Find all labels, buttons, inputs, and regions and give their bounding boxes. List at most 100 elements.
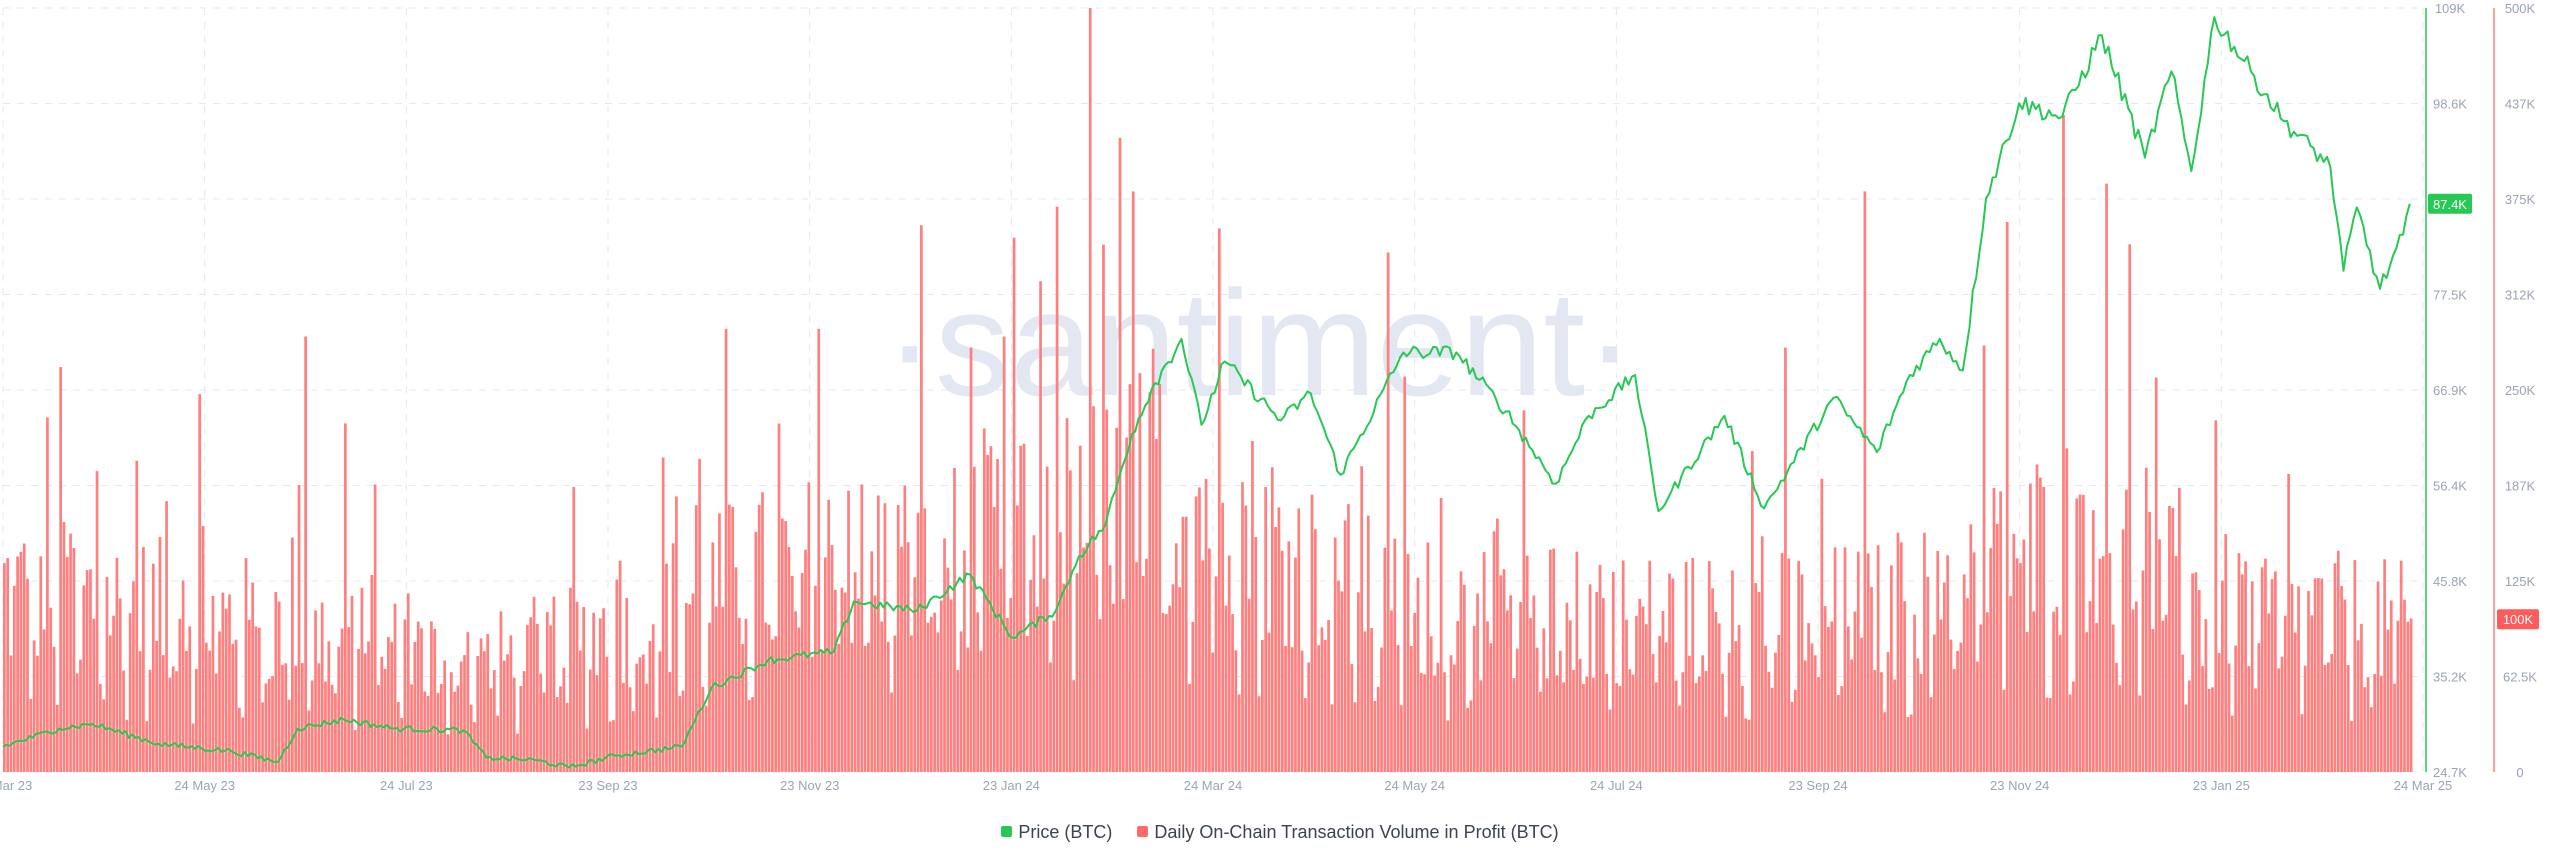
volume-bar <box>1002 336 1006 772</box>
volume-bar <box>59 367 62 772</box>
legend-item-price[interactable]: Price (BTC) <box>1001 822 1112 843</box>
volume-bar <box>2035 464 2039 772</box>
volume-bar <box>668 672 672 772</box>
volume-bar <box>1476 593 1479 772</box>
volume-tick-label: 62.5K <box>2503 670 2537 685</box>
volume-bar <box>701 686 705 772</box>
volume-bar <box>936 632 940 772</box>
volume-bar <box>1121 599 1125 772</box>
volume-bar <box>483 651 486 772</box>
volume-bar <box>2187 680 2191 772</box>
volume-bar <box>128 613 132 772</box>
volume-bar <box>2052 611 2055 772</box>
volume-bar <box>1353 702 1357 772</box>
volume-bar <box>2386 629 2390 772</box>
volume-bar <box>430 621 433 772</box>
volume-bar <box>145 721 149 772</box>
volume-bar <box>1436 662 1440 772</box>
volume-bar <box>734 567 738 772</box>
volume-bar <box>1886 651 1890 772</box>
legend-item-volume[interactable]: Daily On-Chain Transaction Volume in Pro… <box>1137 822 1559 843</box>
volume-bar <box>89 569 92 772</box>
volume-bar <box>178 618 182 772</box>
volume-bar <box>1558 650 1562 772</box>
volume-bar <box>764 622 768 772</box>
volume-bar <box>327 641 331 772</box>
volume-bar <box>158 536 162 772</box>
volume-bar <box>1350 663 1354 772</box>
volume-bar <box>1112 603 1115 772</box>
volume-bar <box>2310 615 2314 772</box>
volume-bar <box>271 676 274 772</box>
volume-bar <box>810 656 814 772</box>
volume-bar <box>122 670 125 772</box>
volume-bar <box>36 655 39 772</box>
volume-bar <box>1376 686 1380 772</box>
volume-bar <box>1019 445 1023 772</box>
volume-bar <box>304 336 307 772</box>
volume-bar <box>1529 617 1532 772</box>
volume-bar <box>1717 623 1721 772</box>
volume-bar <box>1942 582 1946 772</box>
volume-bar <box>1317 645 1320 772</box>
volume-bar <box>615 579 619 772</box>
volume-bar <box>1168 605 1172 772</box>
volume-bar <box>1366 515 1370 772</box>
volume-bar <box>622 682 625 772</box>
volume-bar <box>2353 560 2357 772</box>
volume-bar <box>2181 654 2185 772</box>
volume-bar <box>1062 583 1066 772</box>
volume-bar <box>1525 555 1529 772</box>
volume-bar <box>2002 689 2006 772</box>
volume-bar <box>1972 552 1976 772</box>
volume-bar <box>267 678 271 772</box>
volume-bar <box>612 720 615 772</box>
volume-bar <box>1492 531 1496 772</box>
volume-bar <box>1982 345 1986 772</box>
volume-bar <box>1784 347 1787 772</box>
volume-bar <box>360 587 364 772</box>
volume-bar <box>1701 655 1705 772</box>
volume-bar <box>1380 647 1383 772</box>
volume-bar <box>476 655 480 772</box>
volume-bar <box>1320 627 1324 772</box>
volume-bar <box>1664 642 1668 772</box>
volume-bar <box>1926 576 1930 772</box>
volume-bar <box>277 601 281 772</box>
volume-bar <box>562 667 566 772</box>
volume-bar <box>2168 505 2171 772</box>
volume-bar <box>1164 614 1168 772</box>
volume-bar <box>876 495 880 772</box>
volume-bar <box>297 485 301 772</box>
volume-bar <box>1294 557 1297 772</box>
volume-tick-label: 375K <box>2505 192 2536 207</box>
volume-bar <box>1138 373 1142 772</box>
volume-bar <box>1946 555 1949 772</box>
volume-bar <box>181 580 185 772</box>
volume-bar <box>771 639 774 772</box>
volume-bar <box>737 617 741 772</box>
volume-bar <box>1052 620 1056 772</box>
volume-bar <box>330 684 334 772</box>
volume-bar <box>632 711 635 772</box>
volume-bar <box>2025 632 2029 772</box>
volume-bar <box>195 669 198 772</box>
volume-bar <box>2343 599 2347 772</box>
volume-bar <box>1118 137 1122 772</box>
volume-bar <box>1049 662 1052 772</box>
volume-bar <box>565 702 569 772</box>
volume-bar <box>413 642 417 772</box>
volume-bar <box>350 595 354 772</box>
volume-bar <box>2125 489 2128 772</box>
volume-bar <box>1426 542 1430 772</box>
volume-bar <box>1224 605 1228 772</box>
volume-bar <box>2072 681 2075 772</box>
volume-bar <box>343 423 347 772</box>
volume-bar <box>2297 586 2300 772</box>
volume-bar <box>12 585 16 772</box>
volume-bar <box>1032 535 1036 772</box>
volume-bar <box>1896 532 1900 772</box>
volume-bar <box>1585 676 1589 772</box>
volume-bar <box>238 707 241 772</box>
volume-bar <box>1919 673 1923 772</box>
